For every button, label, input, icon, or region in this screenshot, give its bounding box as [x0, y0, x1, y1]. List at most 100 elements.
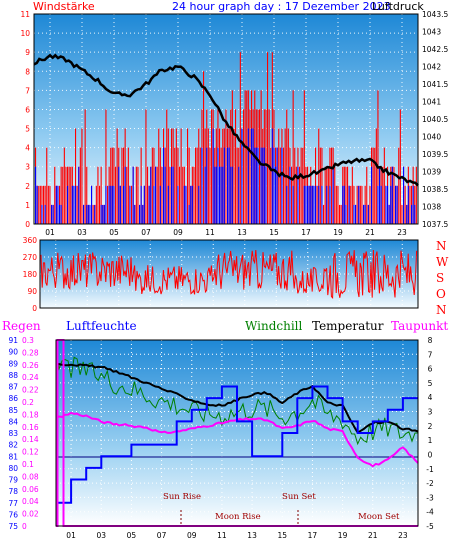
wind-bar	[351, 166, 353, 224]
wind-bar	[393, 166, 395, 224]
gust-bar	[321, 185, 323, 224]
temperature-tick-label: 3	[428, 408, 433, 417]
wind-bar	[179, 166, 181, 224]
gust-bar	[57, 185, 59, 224]
rain-tick-label: 0.08	[22, 472, 39, 481]
gust-bar	[313, 185, 315, 224]
wind-bar	[167, 128, 169, 224]
rain-tick-label: 0.24	[22, 373, 39, 382]
climate-panel-frame	[55, 339, 419, 527]
wind-bar	[211, 109, 213, 224]
wind-bar	[292, 90, 294, 224]
gust-bar	[124, 166, 126, 224]
wind-bar	[81, 128, 83, 224]
gust-bar	[241, 128, 243, 224]
gust-bar	[183, 185, 185, 224]
gust-bar	[406, 204, 408, 224]
gust-bar	[379, 166, 381, 224]
gust-bar	[134, 204, 136, 224]
rain-tick-label: 0.2	[22, 398, 34, 407]
temperature-tick-label: 7	[428, 350, 433, 359]
gust-bar	[44, 204, 46, 224]
temperature-axis-ticks: -5 -4 -3 -2 -1 0 1 2 3 4 5 6 7 8	[426, 336, 434, 531]
wind-bar	[175, 128, 177, 224]
pressure-tick-label: 1038	[422, 203, 441, 212]
gust-bar	[308, 185, 310, 224]
humidity-tick-label: 81	[8, 452, 18, 461]
gust-bar	[139, 204, 141, 224]
wind-bar	[180, 128, 182, 224]
gust-bar	[177, 185, 179, 224]
direction-panel-frame	[39, 239, 419, 309]
hour-tick-label: 03	[77, 228, 87, 237]
wind-bar	[334, 166, 336, 224]
gust-bar	[204, 166, 206, 224]
gust-bar	[75, 185, 77, 224]
wind-bar	[39, 185, 41, 224]
pressure-tick-label: 1039	[422, 168, 441, 177]
wind-tick-label: 1	[25, 201, 30, 210]
wind-axis-ticks: 0 1 2 3 4 5 6 7 8 9 10 11	[20, 10, 30, 229]
wind-bar	[339, 204, 341, 224]
wind-bar	[300, 147, 302, 224]
pressure-tick-label: 1042	[422, 63, 441, 72]
wind-tick-label: 11	[20, 10, 30, 19]
gust-bar	[167, 185, 169, 224]
temperature-tick-label: 0	[428, 450, 433, 459]
wind-bar	[345, 166, 347, 224]
gust-bar	[105, 185, 107, 224]
gust-bar	[348, 185, 350, 224]
gust-bar	[201, 147, 203, 224]
humidity-tick-label: 82	[8, 441, 18, 450]
wind-bar	[383, 147, 385, 224]
wind-bar	[299, 166, 301, 224]
gust-bar	[219, 166, 221, 224]
gust-bar	[247, 128, 249, 224]
gust-bar	[190, 185, 192, 224]
hour-tick-label: 01	[45, 228, 55, 237]
gust-bar	[305, 185, 307, 224]
wind-bar	[366, 166, 368, 224]
wind-bar	[156, 166, 158, 224]
humidity-tick-label: 89	[8, 359, 18, 368]
hour-tick-label: 13	[237, 228, 247, 237]
gust-bar	[407, 185, 409, 224]
gust-bar	[123, 185, 125, 224]
wind-bar	[49, 185, 51, 224]
wind-bar	[233, 128, 235, 224]
gust-bar	[108, 185, 110, 224]
wind-bar	[75, 128, 77, 224]
wind-bar	[43, 185, 45, 224]
pressure-tick-label: 1041	[422, 98, 441, 107]
humidity-line	[56, 385, 418, 504]
gust-bar	[222, 166, 224, 224]
wind-panel-frame	[33, 13, 419, 225]
humidity-tick-label: 78	[8, 487, 18, 496]
temperature-tick-label: 6	[428, 365, 433, 374]
gust-bar	[297, 166, 299, 224]
rain-tick-label: 0.1	[22, 460, 34, 469]
wind-bar	[350, 185, 352, 224]
wind-bar	[323, 204, 325, 224]
wind-bar	[361, 185, 363, 224]
gust-bar	[41, 204, 43, 224]
wind-bar	[100, 166, 102, 224]
moonset-label: Moon Set	[358, 512, 400, 522]
wind-bar	[369, 185, 371, 224]
wind-bar	[415, 166, 417, 224]
hour-tick-label: 03	[96, 531, 106, 540]
wind-bar	[239, 52, 241, 224]
wind-bar	[375, 128, 377, 224]
wind-bar	[236, 147, 238, 224]
pressure-tick-label: 1041.5	[422, 80, 448, 89]
humidity-tick-label: 75	[8, 522, 18, 531]
gust-bar	[271, 128, 273, 224]
gust-bar	[142, 204, 144, 224]
hour-tick-label: 09	[173, 228, 183, 237]
temperature-tick-label: 2	[428, 422, 433, 431]
humidity-tick-label: 76	[8, 510, 18, 519]
wind-bar	[225, 109, 227, 224]
wind-tick-label: 5	[25, 125, 30, 134]
